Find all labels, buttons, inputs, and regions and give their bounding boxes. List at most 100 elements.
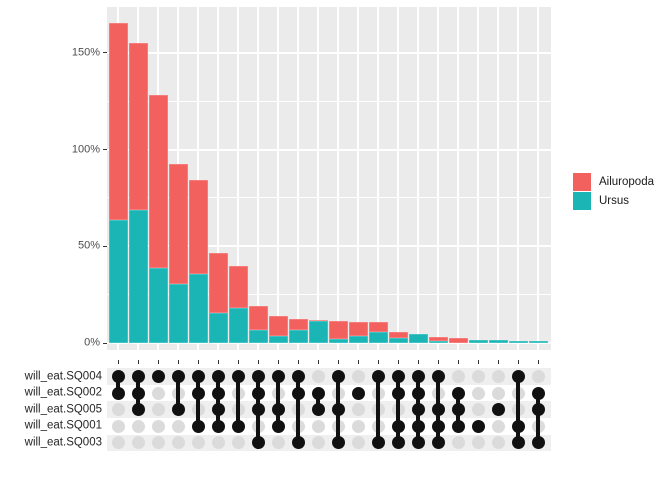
- matrix-dot-active: [191, 386, 205, 400]
- matrix-dot-active: [291, 436, 305, 450]
- legend-label-ursus: Ursus: [599, 194, 630, 207]
- bar-segment-ursus: [288, 329, 308, 344]
- bar-segment-ailuropoda: [108, 22, 128, 221]
- matrix-dot-inactive: [131, 436, 145, 450]
- vertical-gridline: [297, 7, 299, 350]
- vertical-gridline: [277, 7, 279, 350]
- matrix-dot-inactive: [111, 436, 125, 450]
- x-axis-tick: [217, 360, 219, 364]
- x-axis-tick: [477, 360, 479, 364]
- matrix-connector-line: [316, 393, 320, 410]
- matrix-dot-active: [531, 386, 545, 400]
- major-gridline: [107, 342, 551, 345]
- matrix-dot-inactive: [131, 419, 145, 433]
- matrix-dot-active: [431, 403, 445, 417]
- x-axis-tick: [417, 360, 419, 364]
- legend-item-ailuropoda: Ailuropoda: [573, 172, 654, 191]
- matrix-dot-active: [451, 386, 465, 400]
- matrix-dot-active: [271, 419, 285, 433]
- matrix-dot-inactive: [471, 370, 485, 383]
- vertical-gridline: [397, 7, 399, 350]
- matrix-dot-inactive: [351, 403, 365, 417]
- matrix-dot-inactive: [171, 419, 185, 433]
- matrix-connector-line: [216, 376, 220, 427]
- matrix-dot-inactive: [311, 436, 325, 450]
- matrix-dot-active: [251, 436, 265, 450]
- y-axis-tick-label: 150%: [71, 46, 100, 59]
- matrix-dot-active: [191, 370, 205, 383]
- matrix-dot-active: [411, 370, 425, 383]
- vertical-gridline: [257, 7, 259, 350]
- matrix-dot-active: [271, 370, 285, 383]
- matrix-dot-active: [331, 436, 345, 450]
- matrix-dot-inactive: [271, 436, 285, 450]
- matrix-dot-active: [371, 436, 385, 450]
- matrix-connector-line: [516, 376, 520, 443]
- matrix-dot-active: [391, 436, 405, 450]
- bar-segment-ursus: [428, 341, 448, 344]
- x-axis-tick: [397, 360, 399, 364]
- matrix-dot-inactive: [231, 436, 245, 450]
- matrix-dot-inactive: [471, 436, 485, 450]
- matrix-dot-inactive: [151, 386, 165, 400]
- matrix-connector-line: [196, 376, 200, 427]
- matrix-dot-active: [231, 419, 245, 433]
- legend-key-ailuropoda: [573, 172, 591, 191]
- bar-segment-ailuropoda: [448, 338, 468, 344]
- matrix-dot-active: [311, 386, 325, 400]
- vertical-gridline: [537, 7, 539, 350]
- bar-segment-ursus: [408, 334, 428, 344]
- vertical-gridline: [337, 7, 339, 350]
- matrix-dot-active: [251, 403, 265, 417]
- x-axis-tick: [297, 360, 299, 364]
- bar-segment-ursus: [508, 341, 528, 344]
- matrix-connector-line: [236, 376, 240, 427]
- matrix-dot-active: [431, 436, 445, 450]
- bar-segment-ailuropoda: [368, 322, 388, 333]
- x-axis-tick: [197, 360, 199, 364]
- bar-segment-ursus: [328, 339, 348, 344]
- matrix-dot-active: [451, 419, 465, 433]
- matrix-dot-inactive: [471, 403, 485, 417]
- legend-item-ursus: Ursus: [573, 191, 654, 210]
- bar-segment-ursus: [368, 332, 388, 344]
- matrix-dot-active: [211, 419, 225, 433]
- matrix-dot-active: [251, 370, 265, 383]
- x-axis-tick: [257, 360, 259, 364]
- matrix-dot-active: [431, 370, 445, 383]
- matrix-dot-active: [411, 436, 425, 450]
- set-row-label: will_eat.SQ002: [24, 386, 102, 399]
- minor-gridline: [107, 294, 551, 296]
- matrix-dot-active: [431, 419, 445, 433]
- matrix-connector-line: [376, 376, 380, 443]
- matrix-dot-inactive: [471, 386, 485, 400]
- y-axis-tick: [102, 342, 107, 344]
- bar-segment-ailuropoda: [308, 320, 328, 322]
- matrix-dot-active: [251, 386, 265, 400]
- matrix-dot-active: [491, 403, 505, 417]
- matrix-dot-inactive: [311, 419, 325, 433]
- bar-segment-ursus: [268, 335, 288, 344]
- matrix-dot-active: [411, 386, 425, 400]
- matrix-dot-active: [311, 403, 325, 417]
- matrix-dot-inactive: [211, 436, 225, 450]
- bar-segment-ursus: [488, 339, 508, 344]
- matrix-dot-active: [331, 370, 345, 383]
- bar-segment-ailuropoda: [348, 322, 368, 336]
- matrix-connector-line: [396, 376, 400, 443]
- matrix-connector-line: [276, 376, 280, 427]
- y-axis-tick-label: 50%: [77, 239, 100, 252]
- vertical-gridline: [197, 7, 199, 350]
- x-axis-tick: [357, 360, 359, 364]
- x-axis-tick: [117, 360, 119, 364]
- bar-segment-ursus: [528, 341, 548, 344]
- vertical-gridline: [417, 7, 419, 350]
- matrix-dot-active: [131, 386, 145, 400]
- set-row-label: will_eat.SQ005: [24, 402, 102, 415]
- matrix-dot-inactive: [491, 386, 505, 400]
- matrix-dot-active: [151, 370, 165, 383]
- matrix-dot-inactive: [311, 370, 325, 383]
- major-gridline: [107, 245, 551, 248]
- matrix-connector-line: [176, 376, 180, 410]
- vertical-gridline: [317, 7, 319, 350]
